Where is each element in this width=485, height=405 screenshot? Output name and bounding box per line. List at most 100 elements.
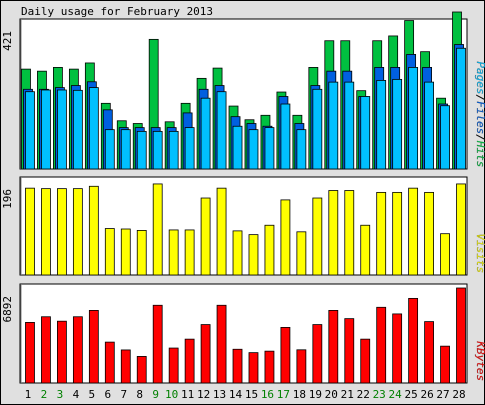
bar-kbytes-day-15 <box>248 352 259 384</box>
bar-pages-day-5 <box>88 87 99 170</box>
bar-pages-day-3 <box>57 89 67 170</box>
bar-kbytes-day-20 <box>328 310 339 384</box>
bar-pages-day-10 <box>168 130 179 170</box>
day-label-15: 15 <box>245 388 258 401</box>
bar-pages-day-23 <box>376 80 387 170</box>
panel-visits: 196 Visits <box>1 176 485 276</box>
day-label-1: 1 <box>25 388 32 401</box>
day-label-17: 17 <box>277 388 290 401</box>
bar-pages-day-2 <box>41 89 51 170</box>
bar-visits-day-27 <box>440 233 450 276</box>
bar-pages-day-8 <box>136 130 147 170</box>
bar-kbytes-day-9 <box>152 304 163 384</box>
day-label-22: 22 <box>357 388 370 401</box>
series-label-1: / <box>474 95 485 102</box>
bar-kbytes-day-23 <box>376 306 387 384</box>
bar-pages-day-4 <box>72 89 83 170</box>
bar-kbytes-day-16 <box>264 350 275 384</box>
panel-series-label: KBytes <box>474 340 485 381</box>
day-label-28: 28 <box>452 388 465 401</box>
x-axis-day-labels: 1 2 3 4 5 6 7 8 9 10 11 12 13 14 15 16 17 18 19 20 21 22 23 24 2… <box>25 388 466 401</box>
bar-kbytes-day-3 <box>57 320 67 384</box>
day-label-18: 18 <box>293 388 306 401</box>
bar-pages-day-18 <box>296 129 307 170</box>
panel-max-label: 421 <box>1 31 14 51</box>
bar-visits-day-5 <box>88 185 99 276</box>
day-label-3: 3 <box>57 388 64 401</box>
bar-pages-day-9 <box>152 130 163 170</box>
bar-kbytes-day-11 <box>184 338 195 384</box>
bar-visits-day-11 <box>184 229 195 276</box>
bar-visits-day-13 <box>216 187 227 276</box>
bar-pages-day-12 <box>200 97 211 170</box>
bar-pages-day-20 <box>328 81 339 170</box>
bar-kbytes-day-6 <box>104 341 115 384</box>
day-label-12: 12 <box>197 388 210 401</box>
day-label-11: 11 <box>181 388 194 401</box>
bar-kbytes-day-13 <box>216 304 227 384</box>
series-label-0: KBytes <box>474 340 485 381</box>
bar-pages-day-11 <box>184 127 195 170</box>
day-label-8: 8 <box>136 388 143 401</box>
bar-visits-day-12 <box>200 197 211 276</box>
bar-kbytes-day-12 <box>200 324 211 384</box>
bar-kbytes-day-5 <box>88 310 99 384</box>
bar-kbytes-day-7 <box>120 349 131 384</box>
panel-series-label: Visits <box>474 233 485 273</box>
bar-kbytes-day-10 <box>168 347 179 384</box>
bar-pages-day-21 <box>344 81 355 170</box>
bar-visits-day-22 <box>360 224 371 276</box>
day-label-20: 20 <box>325 388 338 401</box>
day-label-21: 21 <box>341 388 354 401</box>
bar-kbytes-day-8 <box>136 356 147 384</box>
day-label-23: 23 <box>373 388 386 401</box>
series-label-2: Files <box>474 101 485 134</box>
bar-pages-day-19 <box>312 88 323 170</box>
chart-title: Daily usage for February 2013 <box>21 5 213 18</box>
series-label-0: Pages <box>474 61 485 94</box>
bar-pages-day-13 <box>216 91 227 170</box>
bar-visits-day-18 <box>296 231 307 276</box>
bar-visits-day-14 <box>232 230 243 276</box>
bar-pages-day-6 <box>104 129 115 170</box>
bar-visits-day-17 <box>280 199 291 276</box>
series-label-4: Hits <box>474 140 485 168</box>
bar-kbytes-day-1 <box>25 322 35 384</box>
bar-visits-day-9 <box>152 183 163 276</box>
bar-kbytes-day-14 <box>232 348 243 384</box>
panel-max-label: 196 <box>1 189 14 209</box>
bar-kbytes-day-17 <box>280 327 291 384</box>
bar-kbytes-day-19 <box>312 324 323 384</box>
bar-visits-day-26 <box>424 191 434 276</box>
day-label-5: 5 <box>89 388 96 401</box>
day-label-7: 7 <box>120 388 127 401</box>
bar-pages-day-16 <box>264 127 275 170</box>
bar-visits-day-8 <box>136 230 147 276</box>
bar-kbytes-day-21 <box>344 318 355 384</box>
panel-max-label: 6892 <box>1 296 14 323</box>
bar-kbytes-day-26 <box>424 321 434 384</box>
bar-visits-day-28 <box>456 183 466 276</box>
bar-pages-day-14 <box>232 125 243 170</box>
bar-visits-day-1 <box>25 187 35 276</box>
bar-visits-day-25 <box>408 187 419 276</box>
bar-visits-day-21 <box>344 190 355 276</box>
series-label-0: Visits <box>474 233 485 273</box>
series-label-3: / <box>474 134 485 141</box>
bar-visits-day-15 <box>248 234 259 276</box>
bar-visits-day-7 <box>120 228 131 276</box>
bar-kbytes-day-25 <box>408 297 419 384</box>
bar-pages-day-22 <box>360 96 371 170</box>
day-label-10: 10 <box>165 388 178 401</box>
bar-visits-day-10 <box>168 229 179 276</box>
day-label-6: 6 <box>104 388 111 401</box>
panel-kbytes: 6892 KBytes <box>1 283 485 384</box>
bar-visits-day-24 <box>392 191 403 276</box>
bar-kbytes-day-2 <box>41 316 51 384</box>
bar-visits-day-20 <box>328 190 339 276</box>
day-label-13: 13 <box>213 388 226 401</box>
bar-visits-day-3 <box>57 188 67 276</box>
bar-visits-day-4 <box>72 188 83 276</box>
